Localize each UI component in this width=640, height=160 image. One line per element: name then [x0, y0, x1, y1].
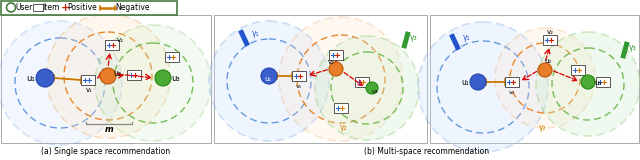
FancyBboxPatch shape: [292, 71, 306, 81]
Text: u₂: u₂: [544, 58, 552, 64]
Text: Item: Item: [42, 3, 60, 12]
Circle shape: [581, 75, 595, 89]
FancyBboxPatch shape: [430, 15, 639, 143]
FancyBboxPatch shape: [543, 35, 557, 45]
Text: v₂: v₂: [547, 29, 554, 35]
Circle shape: [536, 32, 640, 136]
Circle shape: [261, 68, 277, 84]
Circle shape: [100, 68, 116, 84]
Circle shape: [495, 28, 595, 128]
FancyBboxPatch shape: [596, 77, 610, 87]
Circle shape: [470, 74, 486, 90]
FancyBboxPatch shape: [401, 31, 411, 49]
Circle shape: [36, 69, 54, 87]
Text: +: +: [60, 3, 70, 12]
FancyBboxPatch shape: [334, 103, 348, 113]
FancyBboxPatch shape: [214, 15, 427, 143]
Text: u₃: u₃: [172, 73, 180, 83]
FancyBboxPatch shape: [571, 65, 585, 75]
Text: v₂: v₂: [116, 37, 124, 43]
Text: Positive: Positive: [67, 3, 97, 12]
Text: γ₂: γ₂: [340, 124, 348, 132]
Text: γ₃: γ₃: [629, 43, 637, 52]
Circle shape: [155, 70, 171, 86]
FancyBboxPatch shape: [505, 77, 519, 87]
Text: u₃: u₃: [372, 88, 378, 93]
FancyBboxPatch shape: [127, 70, 141, 80]
Text: u₁: u₁: [461, 77, 469, 87]
Text: u₃: u₃: [595, 80, 602, 86]
Text: v₁: v₁: [296, 84, 302, 88]
FancyBboxPatch shape: [1, 15, 211, 143]
FancyBboxPatch shape: [1, 0, 177, 15]
Text: γ₂: γ₂: [539, 124, 547, 132]
Text: User: User: [15, 3, 33, 12]
Circle shape: [418, 22, 548, 152]
Text: Negative: Negative: [116, 3, 150, 12]
FancyBboxPatch shape: [620, 41, 630, 59]
Circle shape: [46, 14, 170, 138]
Text: (b) Multi-space recommendation: (b) Multi-space recommendation: [364, 148, 490, 156]
Circle shape: [95, 25, 211, 141]
Text: v₁: v₁: [509, 89, 515, 95]
Text: m: m: [104, 124, 113, 133]
Circle shape: [329, 62, 343, 76]
FancyBboxPatch shape: [81, 75, 95, 85]
Circle shape: [366, 82, 378, 94]
Text: γ₁: γ₁: [463, 32, 471, 41]
Text: u₁: u₁: [27, 73, 35, 83]
Circle shape: [209, 21, 329, 141]
Text: γ₁: γ₁: [252, 28, 260, 37]
FancyBboxPatch shape: [105, 40, 119, 50]
Text: (a) Single space recommendation: (a) Single space recommendation: [42, 148, 171, 156]
Circle shape: [0, 21, 122, 145]
Circle shape: [538, 63, 552, 77]
FancyBboxPatch shape: [165, 52, 179, 62]
Text: γ₃: γ₃: [410, 32, 418, 41]
FancyBboxPatch shape: [329, 50, 343, 60]
FancyBboxPatch shape: [238, 29, 250, 47]
Text: v₁: v₁: [86, 87, 92, 93]
FancyBboxPatch shape: [33, 4, 44, 11]
FancyBboxPatch shape: [449, 33, 461, 51]
Text: u₁: u₁: [264, 76, 271, 82]
Circle shape: [279, 17, 403, 141]
Circle shape: [315, 36, 419, 140]
Text: u₂: u₂: [113, 68, 121, 77]
FancyBboxPatch shape: [355, 77, 369, 87]
Text: v₂: v₂: [328, 59, 335, 65]
